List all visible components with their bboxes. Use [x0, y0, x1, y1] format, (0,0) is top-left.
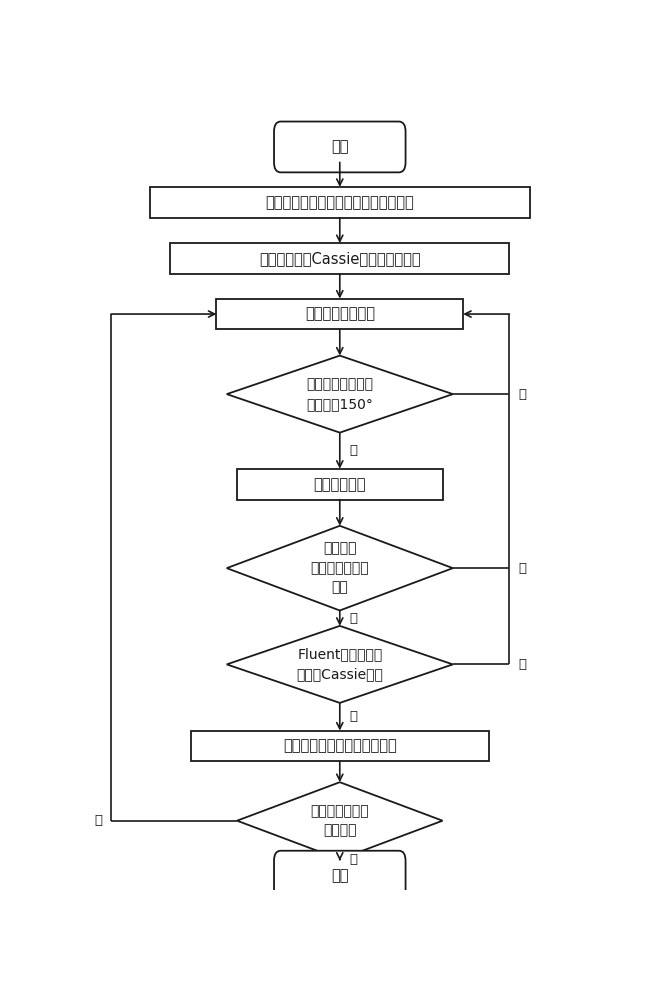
Text: 建立维持稳定Cassie状态的理论判据: 建立维持稳定Cassie状态的理论判据 — [259, 251, 420, 266]
Text: 计算临界高度: 计算临界高度 — [314, 477, 366, 492]
Text: 是否具有稳定超
疏水性能: 是否具有稳定超 疏水性能 — [310, 804, 369, 837]
Polygon shape — [227, 626, 453, 703]
Text: 微结构参数预设计: 微结构参数预设计 — [305, 307, 375, 322]
Text: 是: 是 — [349, 444, 357, 457]
Text: 开始: 开始 — [331, 139, 349, 154]
Bar — [216, 299, 463, 329]
FancyBboxPatch shape — [274, 851, 406, 902]
Text: Fluent仿真是否形
成稳定Cassie状态: Fluent仿真是否形 成稳定Cassie状态 — [296, 648, 383, 681]
Bar — [150, 187, 530, 218]
FancyBboxPatch shape — [274, 122, 406, 172]
Text: 是: 是 — [349, 710, 357, 723]
Polygon shape — [227, 526, 453, 610]
Bar — [191, 731, 489, 761]
Bar — [237, 469, 443, 500]
Text: 结束: 结束 — [331, 869, 349, 884]
Polygon shape — [237, 782, 443, 859]
Text: 否: 否 — [94, 814, 102, 827]
Text: 是: 是 — [349, 612, 357, 625]
Polygon shape — [227, 356, 453, 433]
Text: 微柱高度
是否不小于临界
高度: 微柱高度 是否不小于临界 高度 — [310, 542, 369, 595]
Text: 计算表观接触角是
否不小于150°: 计算表观接触角是 否不小于150° — [306, 377, 373, 411]
Text: 是: 是 — [349, 853, 357, 866]
Text: 否: 否 — [518, 562, 526, 575]
Text: 建立周期排列的微结构模型并设置参数: 建立周期排列的微结构模型并设置参数 — [265, 195, 414, 210]
Text: 否: 否 — [518, 388, 526, 401]
Text: 否: 否 — [518, 658, 526, 671]
Bar — [170, 243, 509, 274]
Text: 超疏水微结构制备及实验测试: 超疏水微结构制备及实验测试 — [283, 739, 396, 754]
